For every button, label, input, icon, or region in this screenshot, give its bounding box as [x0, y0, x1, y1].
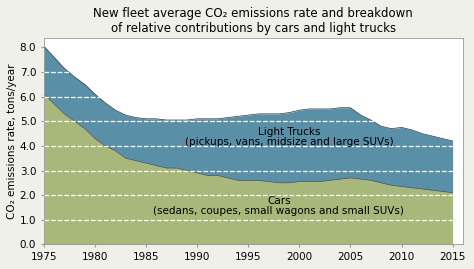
Text: (sedans, coupes, small wagons and small SUVs): (sedans, coupes, small wagons and small … — [154, 206, 404, 216]
Text: Light Trucks: Light Trucks — [258, 127, 320, 137]
Text: (pickups, vans, midsize and large SUVs): (pickups, vans, midsize and large SUVs) — [185, 137, 393, 147]
Title: New fleet average CO₂ emissions rate and breakdown
of relative contributions by : New fleet average CO₂ emissions rate and… — [93, 7, 413, 35]
Text: Cars: Cars — [267, 196, 291, 206]
Y-axis label: CO₂ emissions rate, tons/year: CO₂ emissions rate, tons/year — [7, 63, 17, 219]
